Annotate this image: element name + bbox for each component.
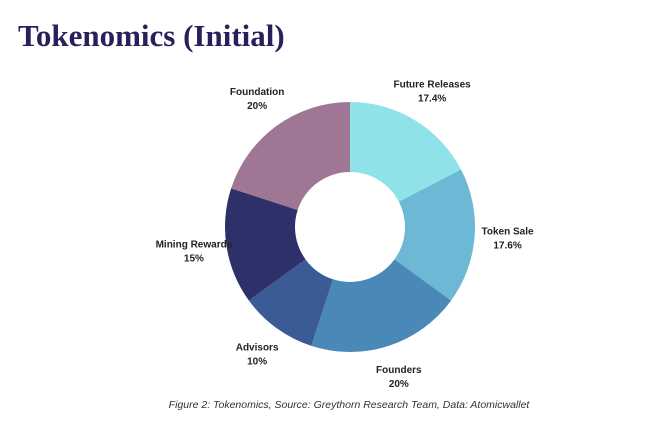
segment-value: 17.6%: [493, 241, 521, 252]
segment-value: 15%: [184, 253, 204, 264]
segment-label: Mining Rewards: [156, 239, 233, 250]
segment-value: 20%: [389, 379, 409, 390]
donut-segment: [231, 102, 350, 211]
segment-value: 10%: [247, 356, 267, 367]
donut-segment: [248, 259, 334, 346]
donut-segment: [225, 188, 306, 301]
segment-label: Founders: [376, 365, 422, 376]
segment-value: 17.4%: [418, 94, 446, 105]
caption: Figure 2: Tokenomics, Source: Greythorn …: [169, 399, 531, 411]
segment-label: Advisors: [236, 342, 279, 353]
segment-label: Foundation: [230, 87, 284, 98]
donut-segment: [394, 169, 476, 301]
chart-title: Tokenomics (Initial): [18, 18, 285, 53]
donut-segment: [350, 102, 462, 202]
segment-value: 20%: [247, 101, 267, 112]
segment-label: Future Releases: [393, 80, 471, 91]
segment-label: Token Sale: [482, 227, 534, 238]
donut-segment: [311, 259, 452, 353]
